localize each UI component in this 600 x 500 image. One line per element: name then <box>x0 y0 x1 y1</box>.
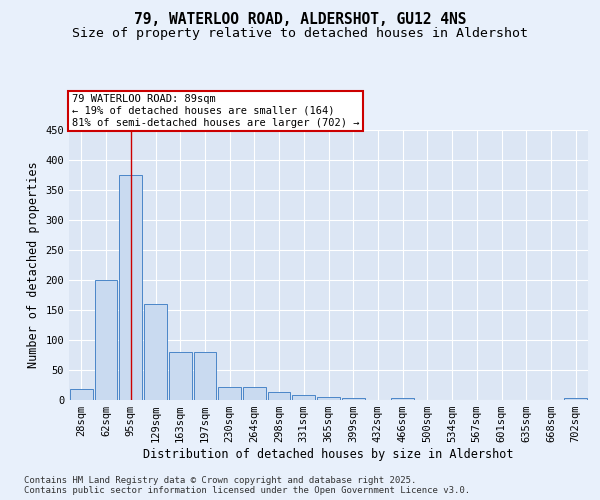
Bar <box>144 304 167 400</box>
Bar <box>317 397 340 400</box>
Bar <box>292 395 315 400</box>
Bar <box>95 280 118 400</box>
Bar <box>391 398 414 400</box>
Y-axis label: Number of detached properties: Number of detached properties <box>27 162 40 368</box>
Text: 79 WATERLOO ROAD: 89sqm
← 19% of detached houses are smaller (164)
81% of semi-d: 79 WATERLOO ROAD: 89sqm ← 19% of detache… <box>72 94 359 128</box>
Bar <box>194 352 216 400</box>
Bar <box>243 387 266 400</box>
Bar <box>119 175 142 400</box>
Bar <box>70 389 93 400</box>
Bar <box>268 392 290 400</box>
X-axis label: Distribution of detached houses by size in Aldershot: Distribution of detached houses by size … <box>143 448 514 461</box>
Bar <box>342 398 365 400</box>
Text: 79, WATERLOO ROAD, ALDERSHOT, GU12 4NS: 79, WATERLOO ROAD, ALDERSHOT, GU12 4NS <box>134 12 466 28</box>
Text: Contains HM Land Registry data © Crown copyright and database right 2025.
Contai: Contains HM Land Registry data © Crown c… <box>24 476 470 495</box>
Bar <box>169 352 191 400</box>
Bar <box>218 387 241 400</box>
Text: Size of property relative to detached houses in Aldershot: Size of property relative to detached ho… <box>72 28 528 40</box>
Bar <box>564 398 587 400</box>
